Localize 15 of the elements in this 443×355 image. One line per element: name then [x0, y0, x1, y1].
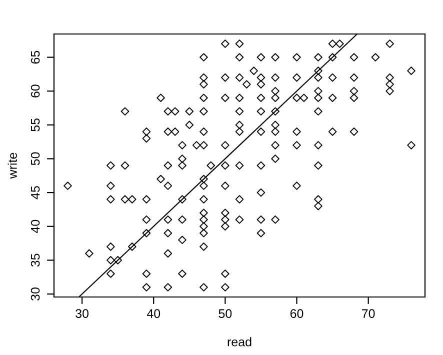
x-tick-label: 60: [290, 309, 304, 318]
x-axis-title: read: [228, 337, 252, 346]
y-axis-title: write: [8, 152, 17, 179]
y-tick-label: 35: [30, 254, 40, 267]
x-tick-label: 30: [76, 309, 89, 318]
y-tick-label: 65: [30, 50, 40, 64]
x-tick-label: 40: [146, 309, 160, 318]
y-tick-label: 60: [30, 84, 40, 98]
y-tick-label: 45: [31, 186, 40, 200]
y-tick-label: 50: [30, 152, 40, 166]
y-tick-label: 40: [30, 220, 40, 234]
y-tick-label: 30: [30, 288, 40, 300]
y-tick-label: 55: [31, 118, 40, 132]
x-tick-label: 70: [362, 309, 375, 318]
x-tick-label: 50: [218, 309, 232, 318]
